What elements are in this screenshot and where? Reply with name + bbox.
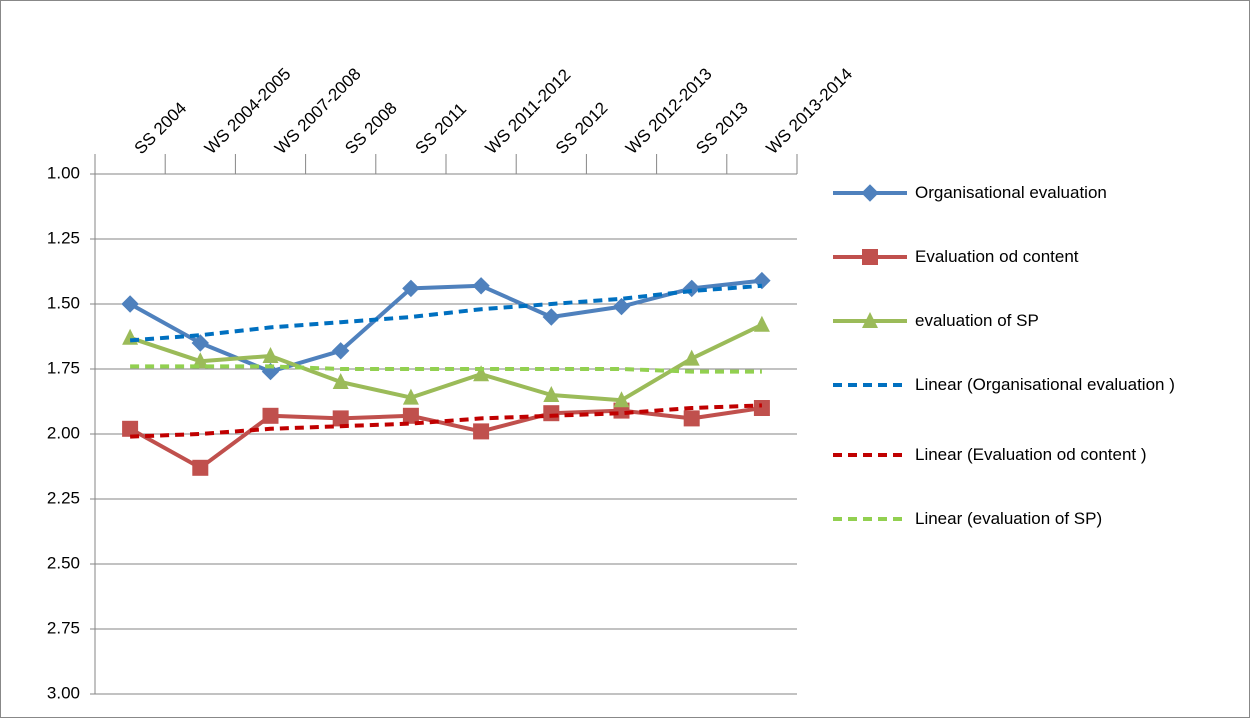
series-line bbox=[129, 406, 763, 470]
data-point bbox=[613, 391, 630, 408]
legend-label: Evaluation od content bbox=[915, 247, 1079, 266]
data-point bbox=[543, 405, 560, 422]
y-tick-label: 2.25 bbox=[47, 488, 80, 507]
data-point bbox=[332, 410, 349, 427]
y-tick-label: 2.00 bbox=[47, 423, 80, 442]
legend-marker bbox=[861, 184, 879, 202]
series-line bbox=[130, 403, 762, 439]
data-point bbox=[473, 423, 490, 440]
data-point bbox=[612, 297, 631, 316]
legend-label: Organisational evaluation bbox=[915, 183, 1107, 202]
data-point bbox=[402, 407, 419, 424]
y-tick-label: 1.50 bbox=[47, 293, 80, 312]
legend-label: Linear (Organisational evaluation ) bbox=[915, 375, 1175, 394]
y-tick-label: 2.75 bbox=[47, 618, 80, 637]
data-point bbox=[473, 365, 490, 382]
data-point bbox=[121, 295, 139, 313]
series-line bbox=[129, 283, 763, 343]
legend-marker bbox=[862, 249, 878, 265]
data-point bbox=[122, 420, 139, 437]
data-point bbox=[331, 342, 350, 360]
y-tick-label: 1.00 bbox=[47, 163, 80, 182]
y-tick-label: 3.00 bbox=[47, 683, 80, 702]
data-point bbox=[753, 315, 770, 332]
legend-label: Linear (Evaluation od content ) bbox=[915, 445, 1147, 464]
series-line bbox=[130, 364, 762, 374]
data-point bbox=[543, 386, 560, 402]
data-point bbox=[402, 388, 419, 405]
series-line bbox=[129, 322, 763, 403]
legend-label: evaluation of SP bbox=[915, 311, 1039, 330]
data-point bbox=[332, 373, 349, 389]
data-point bbox=[753, 400, 770, 416]
data-point bbox=[262, 347, 279, 363]
data-point bbox=[683, 410, 700, 427]
data-point bbox=[192, 459, 209, 476]
legend-marker bbox=[862, 312, 878, 328]
y-tick-label: 1.75 bbox=[47, 358, 80, 377]
data-point bbox=[262, 407, 279, 424]
y-tick-label: 2.50 bbox=[47, 553, 80, 572]
y-tick-label: 1.25 bbox=[47, 228, 80, 247]
legend-label: Linear (evaluation of SP) bbox=[915, 509, 1103, 528]
data-point bbox=[683, 349, 700, 366]
data-point bbox=[472, 277, 490, 295]
data-point bbox=[191, 334, 210, 352]
data-point bbox=[402, 279, 420, 298]
data-point bbox=[542, 308, 561, 326]
data-point bbox=[192, 352, 209, 369]
